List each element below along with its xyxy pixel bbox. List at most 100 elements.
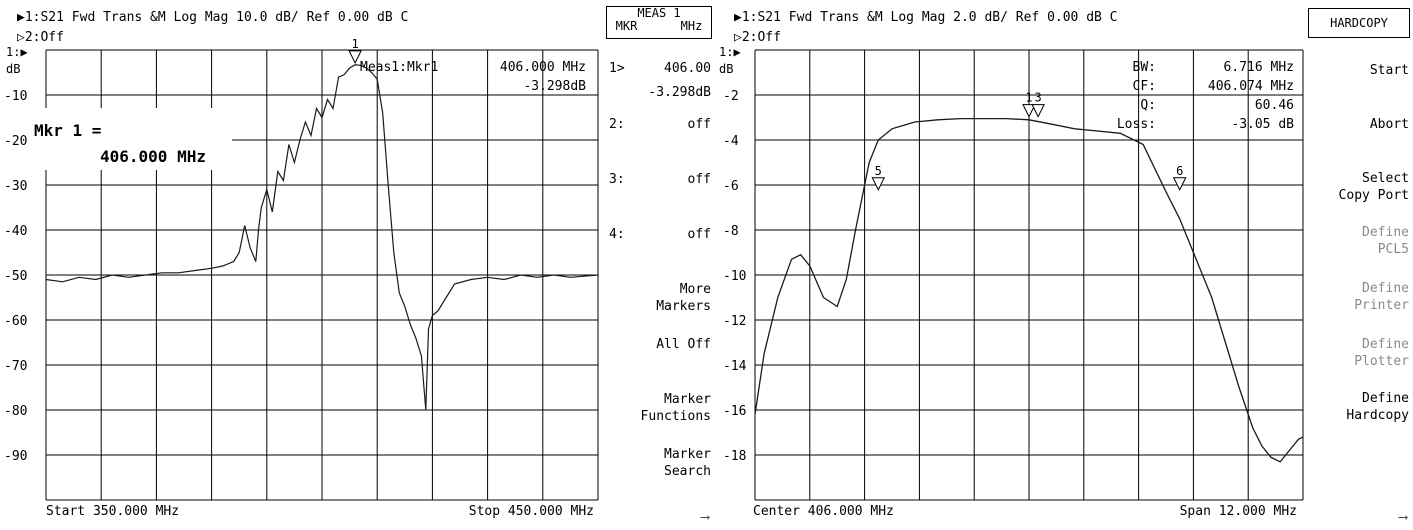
y-tick-label: -4 [723, 134, 739, 149]
define-plotter-line2: Plotter [1354, 354, 1409, 369]
stat-value: -3.05 dB [1231, 117, 1294, 132]
left-trace2-header: ▷2:Off [17, 30, 64, 45]
y-tick-label: -6 [723, 179, 739, 194]
define-plotter-line1: Define [1362, 337, 1409, 352]
marker-triangle-icon [348, 50, 362, 64]
y-tick-label: -40 [4, 224, 27, 239]
start-button[interactable]: Start [1369, 63, 1409, 78]
y-tick-label: -16 [723, 404, 746, 419]
y-tick-label: -8 [723, 224, 739, 239]
right-filter-stats: BW: 6.716 MHz CF: 406.074 MHz Q: 60.46 Loss: -3… [1117, 60, 1294, 132]
left-softkey-menu: MEAS 1 MKR MHz 1> 406.00 -3.298dB 2: off… [603, 0, 715, 530]
marker-3-state: off [687, 172, 711, 187]
define-pcl5-line1: Define [1362, 225, 1409, 240]
right-ref-marker: 1:▶ [719, 45, 741, 59]
left-stop-label: Stop 450.000 MHz [469, 504, 594, 519]
marker-1-value: -3.298dB [648, 85, 711, 100]
right-trace2-header: ▷2:Off [734, 30, 781, 45]
select-copy-port-line2: Copy Port [1338, 188, 1409, 203]
left-marker-box-line1: Mkr 1 = [34, 121, 101, 140]
y-tick-label: -80 [4, 404, 27, 419]
left-log-mag-chart: -10 -20 -30 -40 -50 -60 -70 -80 -90 1 1:▶ dB Mea… [4, 37, 599, 519]
meas-title-label: MEAS 1 [637, 6, 681, 20]
right-trace-line [754, 117, 1304, 463]
y-tick-label: -70 [4, 359, 27, 374]
left-trace-line [45, 64, 599, 411]
right-unit-label: dB [719, 62, 733, 76]
left-marker-box-line2: 406.000 MHz [100, 147, 206, 166]
left-grid [45, 49, 599, 501]
select-copy-port-button[interactable]: Select Copy Port [1339, 170, 1409, 204]
stat-value: 6.716 MHz [1224, 60, 1294, 75]
y-tick-label: -10 [4, 89, 27, 104]
marker-functions-button[interactable]: Marker Functions [641, 391, 711, 425]
marker-1-label: 1> [609, 61, 625, 76]
y-tick-label: -2 [723, 89, 739, 104]
marker-number-label: 1 [352, 37, 359, 51]
marker-1: 1 [1022, 91, 1036, 118]
marker-3: 3 [1031, 91, 1045, 118]
define-hardcopy-line2: Hardcopy [1346, 408, 1409, 423]
softkey-marker-4[interactable]: 4: off [609, 226, 711, 243]
y-tick-label: -50 [4, 269, 27, 284]
left-marker-box [28, 108, 232, 170]
y-tick-label: -12 [723, 314, 746, 329]
more-markers-button[interactable]: More Markers [656, 281, 711, 315]
hardcopy-next-arrow-icon[interactable]: ⟶ [1399, 510, 1407, 525]
y-tick-label: -60 [4, 314, 27, 329]
stat-label: BW: [1133, 60, 1156, 75]
softkey-marker-2[interactable]: 2: off [609, 116, 711, 133]
define-plotter-button[interactable]: Define Plotter [1354, 336, 1409, 370]
left-start-label: Start 350.000 MHz [46, 504, 179, 519]
marker-search-line2: Search [664, 464, 711, 479]
next-menu-arrow-icon[interactable]: ⟶ [701, 510, 709, 525]
marker-triangle-icon [1022, 104, 1036, 118]
right-trace1-header: ▶1:S21 Fwd Trans &M Log Mag 2.0 dB/ Ref … [734, 10, 1118, 25]
marker-number-label: 1 [1025, 91, 1032, 105]
marker-4-label: 4: [609, 227, 625, 242]
define-pcl5-button[interactable]: Define PCL5 [1362, 224, 1409, 258]
stat-label: Loss: [1117, 117, 1156, 132]
marker-triangle-icon [1172, 177, 1187, 191]
define-printer-button[interactable]: Define Printer [1354, 280, 1409, 314]
left-trace1-header: ▶1:S21 Fwd Trans &M Log Mag 10.0 dB/ Ref… [17, 10, 409, 25]
more-markers-line1: More [679, 282, 711, 297]
y-tick-label: -30 [4, 179, 27, 194]
stat-value: 406.074 MHz [1208, 79, 1294, 94]
define-printer-line1: Define [1362, 281, 1409, 296]
marker-triangle-icon [1031, 104, 1045, 118]
right-span-label: Span 12.000 MHz [1180, 504, 1297, 519]
marker-5: 5 [871, 164, 886, 191]
marker-number-label: 6 [1176, 164, 1183, 178]
meas-subtitle-label: MKR MHz [615, 19, 703, 33]
y-tick-label: -18 [723, 449, 746, 464]
all-off-button[interactable]: All Off [656, 337, 711, 352]
stat-label: CF: [1133, 79, 1156, 94]
y-tick-label: -90 [4, 449, 27, 464]
softkey-marker-3[interactable]: 3: off [609, 171, 711, 188]
left-markers: 1 [348, 37, 362, 64]
marker-6: 6 [1172, 164, 1187, 191]
marker-number-label: 5 [875, 164, 882, 178]
left-softkey-title: MEAS 1 MKR MHz [606, 6, 712, 39]
left-ref-marker: 1:▶ [6, 45, 28, 59]
marker-2-label: 2: [609, 117, 625, 132]
left-marker-freq: 406.000 MHz [500, 60, 586, 75]
marker-search-line1: Marker [664, 447, 711, 462]
define-hardcopy-button[interactable]: Define Hardcopy [1346, 390, 1409, 424]
select-copy-port-line1: Select [1362, 171, 1409, 186]
marker-search-button[interactable]: Marker Search [664, 446, 711, 480]
marker-triangle-icon [871, 177, 886, 191]
right-log-mag-chart: -2 -4 -6 -8 -10 -12 -14 -16 -18 1 3 5 6 1:▶ dB BW: 6… [719, 45, 1304, 519]
marker-4-state: off [687, 227, 711, 242]
right-y-tick-labels: -2 -4 -6 -8 -10 -12 -14 -16 -18 [723, 89, 747, 464]
define-printer-line2: Printer [1354, 298, 1409, 313]
marker-number-label: 3 [1035, 91, 1042, 105]
abort-button[interactable]: Abort [1369, 117, 1409, 132]
right-markers: 1 3 5 6 [871, 91, 1187, 191]
right-grid [754, 49, 1304, 501]
y-tick-label: -20 [4, 134, 27, 149]
left-marker-value: -3.298dB [523, 79, 586, 94]
marker-1-freq: 406.00 [664, 61, 711, 76]
softkey-marker-1[interactable]: 1> 406.00 [609, 60, 711, 77]
